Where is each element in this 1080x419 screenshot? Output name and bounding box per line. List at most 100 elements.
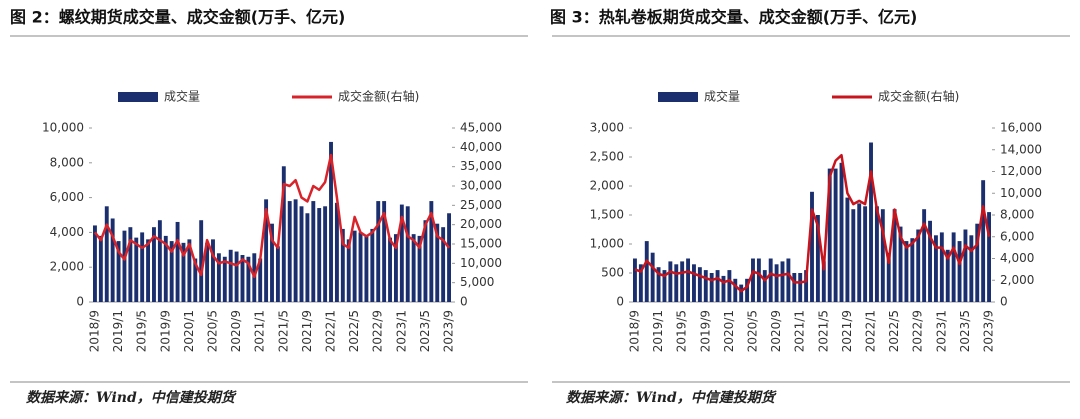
bar bbox=[323, 206, 328, 302]
bar bbox=[216, 253, 221, 302]
x-tick-label: 2020/5 bbox=[745, 310, 759, 352]
bar bbox=[756, 258, 761, 302]
bar bbox=[122, 230, 127, 302]
y-tick-label: 30,000 bbox=[460, 179, 502, 193]
bar bbox=[187, 239, 192, 302]
y-tick-label: 12,000 bbox=[1000, 164, 1042, 178]
bar bbox=[116, 241, 121, 302]
bar bbox=[205, 242, 210, 302]
bar bbox=[411, 234, 416, 302]
bar bbox=[329, 141, 333, 302]
bar bbox=[674, 264, 679, 302]
bar bbox=[662, 270, 667, 302]
bar bbox=[780, 261, 785, 302]
x-tick-label: 2022/5 bbox=[887, 310, 901, 352]
y-tick-label: 4,000 bbox=[50, 225, 84, 239]
y-tick-label: 0 bbox=[460, 295, 468, 309]
bar bbox=[152, 227, 156, 302]
bar bbox=[762, 270, 767, 302]
bar bbox=[768, 258, 773, 302]
x-tick-label: 2020/5 bbox=[205, 310, 219, 352]
bar bbox=[815, 215, 820, 302]
x-tick-label: 2023/9 bbox=[442, 310, 456, 352]
bar bbox=[264, 199, 269, 302]
bar bbox=[281, 166, 286, 302]
bar bbox=[234, 251, 239, 302]
bar bbox=[364, 235, 369, 302]
bar bbox=[417, 235, 422, 302]
x-tick-label: 2021/9 bbox=[840, 310, 854, 352]
bar bbox=[821, 261, 826, 302]
bar bbox=[945, 249, 950, 302]
bar bbox=[910, 238, 915, 302]
y-tick-label: 2,000 bbox=[50, 260, 84, 274]
bar bbox=[697, 267, 702, 302]
bar bbox=[727, 270, 732, 302]
bar bbox=[745, 278, 750, 302]
bar bbox=[692, 264, 696, 302]
bar bbox=[975, 223, 980, 302]
bar bbox=[270, 223, 274, 302]
bar bbox=[898, 226, 903, 302]
bar bbox=[933, 235, 938, 302]
x-tick-label: 2023/5 bbox=[418, 310, 432, 352]
line bbox=[93, 153, 451, 279]
y-tick-label: 14,000 bbox=[1000, 142, 1042, 156]
y-tick-label: 4,000 bbox=[1000, 251, 1034, 265]
bar bbox=[287, 201, 292, 302]
x-tick-label: 2020/9 bbox=[229, 310, 243, 352]
bar bbox=[140, 232, 145, 302]
x-tick-label: 2019/5 bbox=[135, 310, 149, 352]
bar bbox=[638, 264, 643, 302]
bar bbox=[845, 197, 850, 302]
y-tick-label: 10,000 bbox=[460, 256, 502, 270]
bar bbox=[715, 270, 720, 302]
bar bbox=[686, 258, 691, 302]
x-tick-label: 2019/9 bbox=[158, 310, 172, 352]
bar bbox=[163, 235, 168, 302]
y-tick-label: 0 bbox=[1000, 295, 1008, 309]
bar bbox=[393, 234, 398, 302]
bar bbox=[644, 241, 649, 302]
bar bbox=[358, 232, 363, 302]
x-tick-label: 2020/9 bbox=[769, 310, 783, 352]
x-tick-label: 2023/1 bbox=[934, 310, 948, 352]
bar bbox=[441, 227, 446, 302]
y-tick-label: 8,000 bbox=[50, 155, 84, 169]
bar bbox=[340, 228, 345, 302]
bar bbox=[904, 241, 909, 302]
bar bbox=[880, 209, 885, 302]
bar bbox=[376, 201, 381, 302]
bar bbox=[969, 235, 974, 302]
bar bbox=[157, 220, 162, 302]
bar bbox=[928, 220, 932, 302]
y-tick-label: 20,000 bbox=[460, 217, 502, 231]
bar bbox=[981, 180, 986, 302]
y-tick-label: 2,000 bbox=[1000, 273, 1034, 287]
bar bbox=[258, 258, 263, 302]
bar bbox=[804, 270, 809, 302]
bar bbox=[650, 252, 655, 302]
bar bbox=[951, 232, 956, 302]
bar bbox=[851, 209, 856, 302]
bar bbox=[733, 278, 738, 302]
x-tick-label: 2021/1 bbox=[793, 310, 807, 352]
legend-label: 成交量 bbox=[704, 89, 740, 104]
bar bbox=[317, 208, 322, 302]
bar bbox=[739, 284, 744, 302]
bar bbox=[293, 199, 298, 302]
bar bbox=[874, 206, 879, 302]
legend-swatch bbox=[658, 92, 698, 102]
source: 数据来源：Wind，中信建投期货 bbox=[26, 389, 237, 406]
y-tick-label: 10,000 bbox=[1000, 186, 1042, 200]
y-tick-label: 45,000 bbox=[460, 121, 502, 135]
bar bbox=[423, 220, 428, 302]
x-tick-label: 2021/9 bbox=[300, 310, 314, 352]
bar bbox=[869, 142, 873, 302]
chart-title: 图 3：热轧卷板期货成交量、成交金额(万手、亿元) bbox=[550, 8, 917, 27]
bar bbox=[110, 218, 115, 302]
bar bbox=[957, 241, 962, 302]
x-tick-label: 2022/9 bbox=[911, 310, 925, 352]
bar bbox=[633, 258, 637, 302]
bar bbox=[98, 235, 103, 302]
